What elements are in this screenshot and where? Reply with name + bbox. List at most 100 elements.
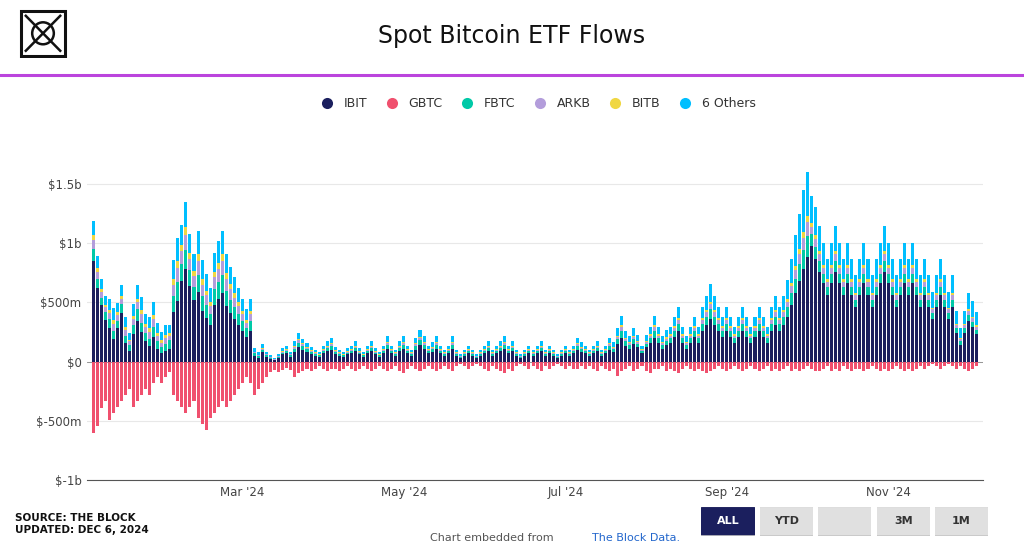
Bar xyxy=(540,362,543,371)
Bar xyxy=(507,362,510,369)
Bar xyxy=(725,324,728,331)
Bar xyxy=(398,348,401,351)
Bar xyxy=(205,290,208,295)
Bar xyxy=(294,362,296,377)
Bar xyxy=(407,362,410,369)
Bar xyxy=(507,346,510,349)
Bar xyxy=(305,343,308,347)
Bar xyxy=(927,295,930,300)
Bar xyxy=(232,293,236,297)
Bar xyxy=(358,353,361,355)
Bar xyxy=(858,279,861,281)
Bar xyxy=(479,354,482,356)
Bar xyxy=(282,355,285,362)
Bar xyxy=(402,349,406,362)
Bar xyxy=(172,296,175,312)
Bar xyxy=(814,362,817,371)
Bar xyxy=(911,274,914,284)
Bar xyxy=(701,320,705,324)
Bar xyxy=(124,336,127,342)
Bar xyxy=(822,268,825,274)
Bar xyxy=(955,329,958,333)
Bar xyxy=(709,310,712,319)
Bar xyxy=(500,341,502,346)
Bar xyxy=(931,310,934,313)
Bar xyxy=(483,362,486,369)
Bar xyxy=(713,362,716,369)
FancyBboxPatch shape xyxy=(933,507,990,536)
Bar xyxy=(839,284,842,362)
Bar xyxy=(879,274,882,284)
Bar xyxy=(879,243,882,265)
Bar xyxy=(629,345,632,349)
Bar xyxy=(168,333,171,336)
Bar xyxy=(124,330,127,336)
Bar xyxy=(660,336,664,342)
Bar xyxy=(334,352,337,355)
Bar xyxy=(132,319,135,325)
Bar xyxy=(818,254,821,261)
Bar xyxy=(156,349,159,362)
Bar xyxy=(201,311,204,362)
Bar xyxy=(870,295,873,300)
Bar xyxy=(112,308,115,320)
Bar xyxy=(621,331,624,338)
Bar xyxy=(806,258,809,362)
Bar xyxy=(176,301,179,362)
Bar xyxy=(750,336,753,338)
Bar xyxy=(685,343,688,345)
Bar xyxy=(660,362,664,366)
Bar xyxy=(923,281,926,287)
Bar xyxy=(390,351,393,354)
Bar xyxy=(629,349,632,362)
Bar xyxy=(903,284,906,362)
Bar xyxy=(935,300,938,307)
Bar xyxy=(571,346,574,349)
Bar xyxy=(402,362,406,374)
Bar xyxy=(188,270,191,286)
Bar xyxy=(891,362,894,369)
Bar xyxy=(556,354,559,356)
Bar xyxy=(168,325,171,333)
Bar xyxy=(201,285,204,296)
Bar xyxy=(640,362,643,366)
Bar xyxy=(858,287,861,295)
Bar xyxy=(964,329,967,333)
Bar xyxy=(225,306,227,362)
Bar xyxy=(455,350,458,352)
Bar xyxy=(858,281,861,287)
Bar xyxy=(596,362,599,371)
Bar xyxy=(907,362,910,369)
Bar xyxy=(309,350,312,351)
Bar xyxy=(709,362,712,371)
Bar xyxy=(584,362,587,369)
Bar xyxy=(519,358,522,362)
Bar xyxy=(511,346,514,348)
Bar xyxy=(693,317,696,326)
Bar xyxy=(354,362,357,371)
Text: YTD: YTD xyxy=(774,516,799,526)
Bar xyxy=(774,296,776,310)
Bar xyxy=(887,243,890,265)
Bar xyxy=(253,348,256,351)
Bar xyxy=(160,354,163,362)
Bar xyxy=(891,279,894,281)
Bar xyxy=(604,354,607,362)
Bar xyxy=(249,314,252,321)
Bar xyxy=(697,334,700,336)
Bar xyxy=(706,316,708,325)
Bar xyxy=(943,295,946,300)
Bar xyxy=(326,351,329,362)
Bar xyxy=(108,310,111,313)
Bar xyxy=(342,362,345,369)
Bar xyxy=(265,354,268,355)
Bar xyxy=(745,328,749,331)
Bar xyxy=(184,269,187,362)
Bar xyxy=(616,339,620,344)
Bar xyxy=(398,351,401,362)
Bar xyxy=(350,350,353,351)
Bar xyxy=(184,227,187,235)
Bar xyxy=(741,306,744,319)
Bar xyxy=(802,250,805,269)
Bar xyxy=(774,325,776,362)
